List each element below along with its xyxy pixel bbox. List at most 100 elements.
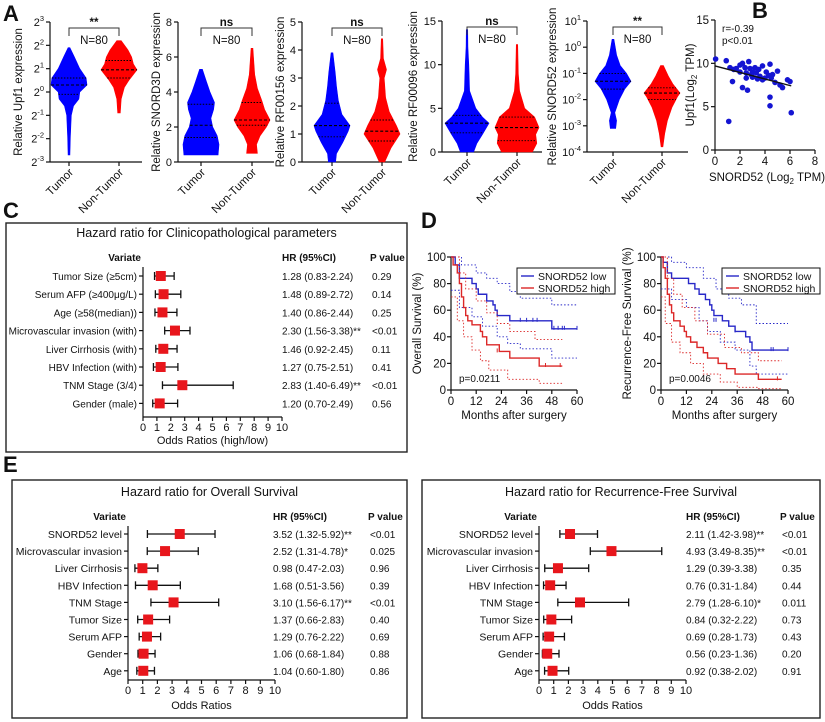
significance-bracket xyxy=(331,27,383,36)
p-value: 0.39 xyxy=(370,581,390,592)
violin-tumor xyxy=(182,69,220,156)
x-tick-label: 4 xyxy=(595,685,601,697)
x-tick-label: 12 xyxy=(470,396,483,408)
y-tick-label: 0 xyxy=(290,157,296,169)
p-value: <0.01 xyxy=(782,547,808,558)
x-tick-label: 7 xyxy=(639,685,645,697)
violin-tumor xyxy=(313,52,351,163)
x-tick-label: 60 xyxy=(571,396,584,408)
y-tick-label: 60 xyxy=(433,305,446,317)
km-plot-rfs: 0 12 24 36 48 60 0 20 40 60 80 100 p=0.0046 Months af… xyxy=(622,247,821,422)
y-tick-label: 6 xyxy=(166,52,172,64)
data-point xyxy=(768,75,775,81)
tick-base: 2 xyxy=(31,134,37,146)
x-axis-label: Months after surgery xyxy=(672,410,778,422)
hr-value: 1.20 (0.70-2.49) xyxy=(282,399,353,410)
forest-row: Tumor Size 1.37 (0.66-2.83) 0.40 xyxy=(69,614,390,627)
panel-label-e: E xyxy=(3,452,18,477)
regression-line xyxy=(714,65,792,87)
x-tick-label: 10 xyxy=(276,422,288,434)
data-point xyxy=(742,64,748,71)
forest-plot-title: Hazard ratio for Clinicopathological par… xyxy=(76,226,337,240)
p-value: 0.88 xyxy=(370,650,390,661)
p-value: <0.01 xyxy=(370,598,396,609)
category-label: Non-Tumor xyxy=(210,167,259,216)
tick-exponent: 0 xyxy=(577,39,581,48)
y-tick-label: 10-1 xyxy=(562,65,581,80)
x-tick-label: 6 xyxy=(787,156,793,168)
tick-base: 2 xyxy=(34,17,40,29)
x-tick-label: 7 xyxy=(237,422,243,434)
forest-plot-title: Hazard ratio for Overall Survival xyxy=(121,485,298,499)
p-value: 0.11 xyxy=(372,345,391,356)
hr-value: 1.48 (0.89-2.72) xyxy=(282,290,353,301)
y-tick-label: 8 xyxy=(166,17,172,29)
variate-label: Tumor Size (≥5cm) xyxy=(52,272,137,283)
tick-exponent: -3 xyxy=(37,154,44,163)
data-point xyxy=(745,58,752,65)
y-tick-label: 100 xyxy=(637,252,656,264)
y-tick-label: 0 xyxy=(166,157,172,169)
panel-label-c: C xyxy=(3,198,19,223)
hazard-ratio-marker xyxy=(138,665,149,676)
hr-value: 1.29 (0.76-2.22) xyxy=(273,633,344,644)
y-axis-label: Relative SNORD3D expression xyxy=(151,12,163,172)
forest-row: HBV Infection (with) 1.27 (0.75-2.51) 0.41 xyxy=(49,362,392,374)
y-axis-label-sub: 2 xyxy=(690,74,699,79)
data-point xyxy=(767,103,773,109)
p-value: 0.86 xyxy=(370,667,390,678)
hazard-ratio-marker xyxy=(575,597,586,608)
tick-exponent: 1 xyxy=(40,61,44,70)
ci-lower-snord52-high xyxy=(661,296,782,390)
variate-label: SNORD52 level xyxy=(459,529,533,541)
y-tick-label: 15 xyxy=(696,15,709,27)
x-tick-label: 9 xyxy=(668,685,674,697)
hr-value: 4.93 (3.49-8.35)** xyxy=(686,547,765,558)
y-tick-label: 4 xyxy=(166,87,172,99)
forest-row: Serum AFP (≥400μg/L) 1.48 (0.89-2.72) 0.14 xyxy=(35,289,392,301)
survival-curve-snord52-high xyxy=(661,256,782,381)
forest-row: Gender 1.06 (0.68-1.84) 0.88 xyxy=(87,648,390,661)
x-tick-label: 3 xyxy=(169,685,175,697)
forest-row: Tumor Size 0.84 (0.32-2.22) 0.73 xyxy=(480,614,802,627)
x-tick-label: 9 xyxy=(265,422,271,434)
forest-plot-overall-survival: Hazard ratio for Overall Survival Variate… xyxy=(11,479,408,719)
x-tick-label: 3 xyxy=(182,422,188,434)
x-tick-label: 0 xyxy=(536,685,542,697)
ci-lower-snord52-high xyxy=(451,296,563,384)
x-tick-label: 2 xyxy=(168,422,174,434)
significance-label: ** xyxy=(90,17,99,29)
forest-plot-clinicopathological: Hazard ratio for Clinicopathological par… xyxy=(5,222,408,453)
tick-base: 10 xyxy=(562,95,574,107)
data-point xyxy=(723,57,730,64)
forest-row: Gender (male) 1.20 (0.70-2.49) 0.56 xyxy=(73,398,392,410)
hr-value: 1.27 (0.75-2.51) xyxy=(282,363,353,374)
x-tick-label: 12 xyxy=(680,396,693,408)
x-axis-label: SNORD52 (Log2 TPM) xyxy=(709,172,825,186)
violin-non-tumor xyxy=(494,44,540,153)
hr-value: 2.11 (1.42-3.98)** xyxy=(686,530,764,541)
ci-lower-snord52-low xyxy=(661,288,788,375)
p-value: <0.01 xyxy=(372,381,398,392)
x-tick-label: 4 xyxy=(196,422,202,434)
correlation-r-label: r=-0.39 xyxy=(722,24,754,35)
hr-value: 3.10 (1.56-6.17)** xyxy=(273,598,352,609)
ci-upper-snord52-low xyxy=(451,256,577,306)
p-value-label: p=0.0211 xyxy=(459,374,501,385)
p-value: 0.14 xyxy=(372,290,392,301)
data-point xyxy=(767,61,773,67)
p-value: 0.56 xyxy=(372,399,392,410)
y-tick-label: 2-3 xyxy=(31,154,44,169)
forest-row: SNORD52 level 2.11 (1.42-3.98)** <0.01 xyxy=(459,529,808,541)
hazard-ratio-marker xyxy=(177,380,188,391)
data-point xyxy=(739,60,746,67)
forest-row: HBV Infection 0.76 (0.31-1.84) 0.44 xyxy=(469,580,802,592)
x-tick-label: 24 xyxy=(705,396,718,408)
p-value-header: P value xyxy=(780,512,815,523)
tick-exponent: -1 xyxy=(574,65,581,74)
category-label: Non-Tumor xyxy=(77,167,126,216)
y-tick-label: 2-1 xyxy=(31,107,44,122)
violin-non-tumor xyxy=(100,40,138,114)
tick-exponent: -1 xyxy=(37,107,44,116)
